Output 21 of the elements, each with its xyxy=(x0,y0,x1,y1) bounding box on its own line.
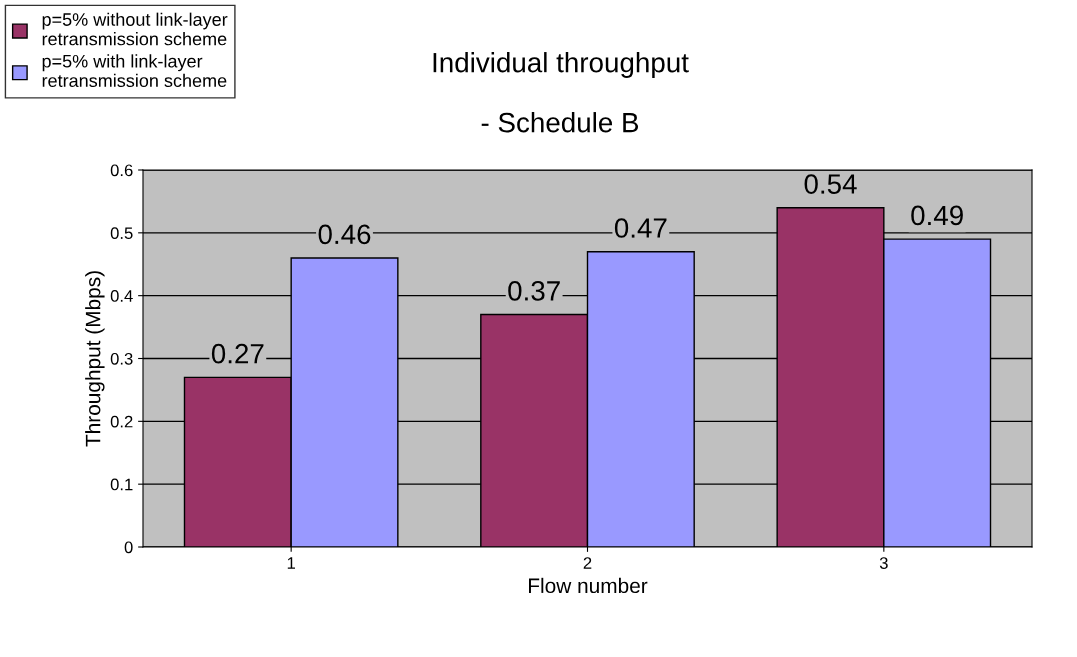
y-tick-label: 0.2 xyxy=(110,415,133,428)
legend-label: p=5% with link-layer retransmission scheme xyxy=(42,54,227,88)
y-axis-title: Throughput (Mbps) xyxy=(85,271,105,447)
y-tick-label: 0 xyxy=(124,541,133,554)
data-label: 0.47 xyxy=(614,218,667,238)
x-tick-label: 3 xyxy=(879,557,888,569)
data-label: 0.46 xyxy=(318,224,371,245)
data-label: 0.54 xyxy=(804,174,857,194)
x-tick-label: 2 xyxy=(583,557,592,569)
y-tick-label: 0.6 xyxy=(110,164,133,177)
y-tick-label: 0.1 xyxy=(110,478,133,491)
y-tick-label: 0.4 xyxy=(110,290,133,302)
data-label: 0.37 xyxy=(508,281,560,301)
x-tick-label: 1 xyxy=(287,557,295,569)
data-label: 0.49 xyxy=(911,205,963,226)
x-axis-title: Flow number xyxy=(529,577,648,594)
y-tick-label: 0.5 xyxy=(110,227,133,240)
data-label: 0.27 xyxy=(211,343,264,364)
y-tick-label: 0.3 xyxy=(110,352,133,365)
chart-subtitle: - Schedule B xyxy=(481,112,639,133)
chart-title: Individual throughput xyxy=(433,52,689,78)
